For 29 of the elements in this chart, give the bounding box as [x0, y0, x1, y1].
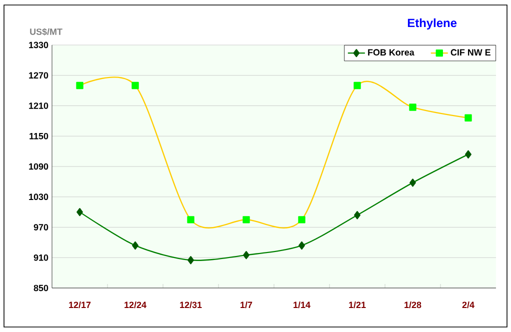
y-tick-label: 1330	[29, 42, 48, 48]
chart-title: Ethylene	[408, 18, 457, 30]
point	[243, 251, 250, 260]
y-tick-label: 1150	[30, 132, 48, 140]
x-tick-label: 1/21	[349, 301, 366, 308]
point	[298, 241, 305, 250]
y-tick-label: 1090	[29, 163, 48, 170]
x-tick-label: 1/28	[404, 301, 422, 308]
x-tick-label: 12/24	[124, 301, 146, 308]
x-tick-label: 1/7	[240, 301, 252, 308]
point	[354, 211, 360, 220]
x-tick-label: 1/14	[294, 301, 310, 308]
point	[188, 256, 194, 264]
y-tick-label: 970	[34, 224, 48, 230]
x-tick-label: 12/17	[69, 301, 91, 308]
point	[410, 178, 416, 187]
y-tick-label: 1270	[29, 72, 48, 79]
y-tick-label: 910	[34, 254, 48, 261]
x-tick-label: 12/31	[180, 301, 202, 308]
y-tick-label: 850	[34, 284, 48, 292]
y-tick-label: 1210	[29, 102, 48, 109]
point	[76, 208, 83, 216]
x-tick-label: 2/4	[462, 301, 474, 308]
point	[132, 241, 138, 250]
point	[465, 150, 472, 158]
y-axis-title: US$/MT	[30, 28, 62, 36]
y-tick-label: 1030	[29, 194, 48, 200]
legend-label: CIF NW E	[450, 49, 490, 56]
legend-label: FOB Korea	[368, 49, 414, 56]
